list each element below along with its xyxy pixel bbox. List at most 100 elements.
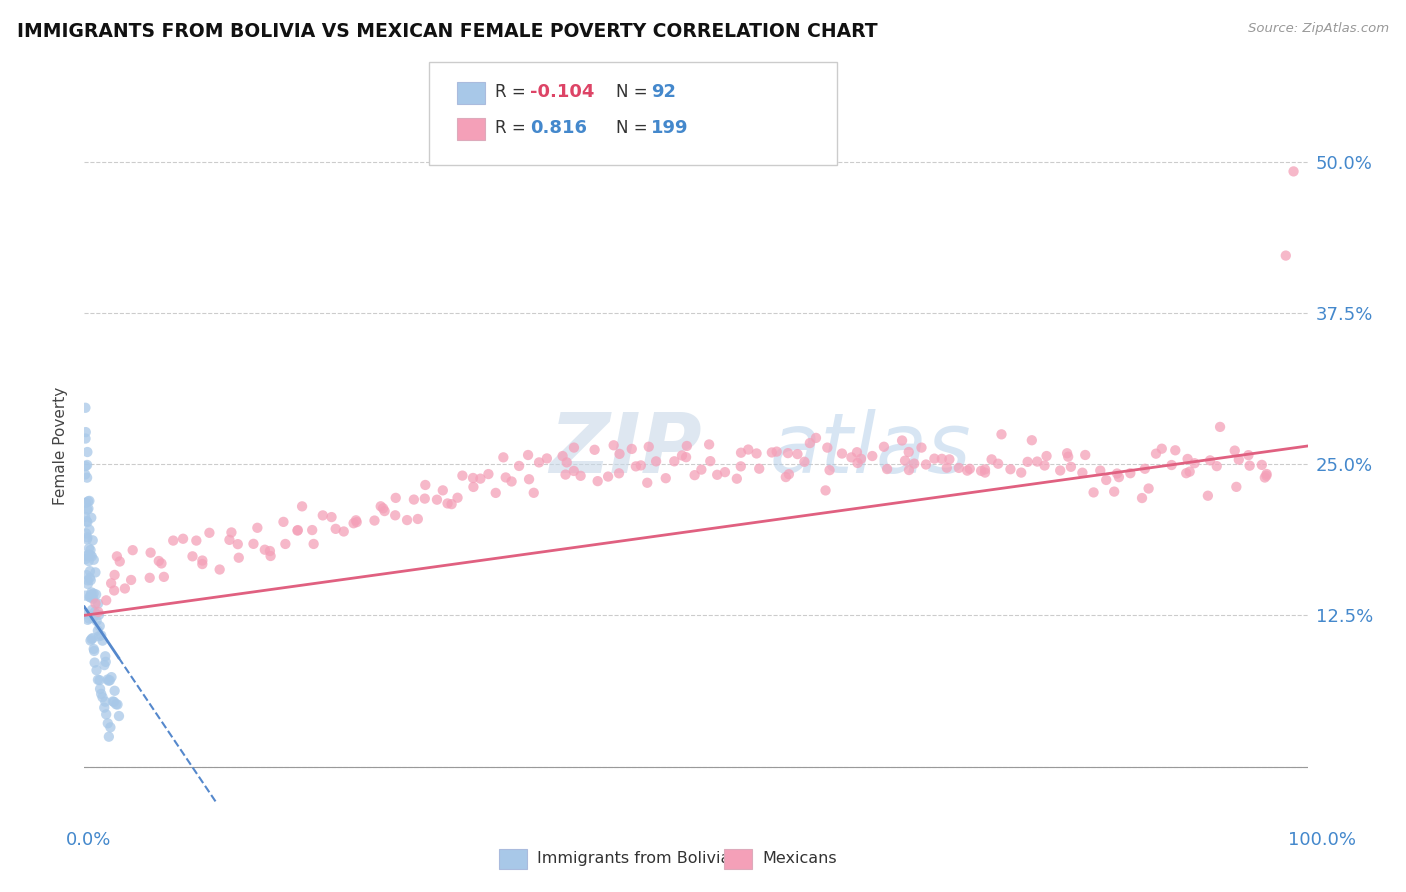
Point [1090, 464, 1112, 478]
Point [655, 471, 678, 485]
Point [1275, 249, 1298, 263]
Point [150, 557, 173, 571]
Point [396, 513, 419, 527]
Text: 92: 92 [651, 83, 676, 101]
Point [873, 440, 896, 454]
Point [101, 694, 124, 708]
Point [676, 439, 699, 453]
Point [97, 730, 120, 744]
Point [1197, 489, 1219, 503]
Point [876, 462, 898, 476]
Point [1199, 453, 1222, 467]
Point [332, 524, 354, 539]
Point [86, 663, 108, 677]
Point [891, 434, 914, 448]
Point [79, 571, 101, 585]
Point [569, 468, 592, 483]
Text: R =: R = [495, 119, 526, 136]
Point [253, 542, 276, 557]
Point [83, 656, 105, 670]
Point [1178, 465, 1201, 479]
Point [1074, 448, 1097, 462]
Point [970, 464, 993, 478]
Point [79, 633, 101, 648]
Point [1060, 459, 1083, 474]
Point [778, 467, 800, 482]
Point [87, 624, 110, 638]
Point [730, 446, 752, 460]
Point [108, 709, 131, 723]
Point [446, 491, 468, 505]
Point [79, 494, 101, 508]
Point [75, 459, 97, 474]
Point [342, 516, 364, 531]
Point [77, 501, 100, 516]
Point [86, 614, 108, 628]
Point [1254, 470, 1277, 484]
Point [1119, 467, 1142, 481]
Point [1256, 468, 1278, 483]
Point [75, 526, 97, 541]
Point [562, 441, 585, 455]
Text: atlas: atlas [769, 409, 972, 490]
Point [849, 451, 872, 466]
Point [860, 449, 883, 463]
Text: ZIP: ZIP [550, 409, 702, 490]
Point [91, 633, 114, 648]
Point [96, 593, 118, 607]
Point [87, 605, 110, 619]
Point [1102, 484, 1125, 499]
Point [75, 496, 97, 510]
Point [786, 447, 808, 461]
Point [426, 492, 449, 507]
Point [501, 475, 523, 489]
Point [1071, 466, 1094, 480]
Point [620, 442, 643, 456]
Point [162, 533, 184, 548]
Point [938, 452, 960, 467]
Point [793, 455, 815, 469]
Point [259, 544, 281, 558]
Point [77, 548, 100, 562]
Point [765, 444, 787, 458]
Point [699, 454, 721, 468]
Point [1107, 467, 1129, 481]
Point [1033, 458, 1056, 473]
Point [80, 632, 103, 646]
Point [1108, 470, 1130, 484]
Point [89, 673, 111, 688]
Point [96, 707, 118, 722]
Point [1095, 473, 1118, 487]
Point [79, 523, 101, 537]
Point [186, 533, 208, 548]
Point [1133, 462, 1156, 476]
Point [91, 690, 114, 705]
Point [93, 700, 115, 714]
Point [80, 588, 103, 602]
Point [312, 508, 335, 523]
Point [761, 445, 783, 459]
Point [79, 543, 101, 558]
Point [218, 533, 240, 547]
Point [897, 445, 920, 459]
Point [83, 605, 105, 619]
Point [76, 549, 98, 563]
Point [87, 597, 110, 611]
Point [100, 720, 122, 734]
Point [80, 510, 103, 524]
Point [84, 587, 107, 601]
Point [527, 455, 550, 469]
Point [804, 431, 827, 445]
Point [495, 470, 517, 484]
Point [226, 537, 249, 551]
Point [1282, 164, 1305, 178]
Point [706, 467, 728, 482]
Point [440, 497, 463, 511]
Point [637, 440, 659, 454]
Point [1227, 452, 1250, 467]
Point [402, 492, 425, 507]
Point [80, 585, 103, 599]
Text: Source: ZipAtlas.com: Source: ZipAtlas.com [1249, 22, 1389, 36]
Point [228, 550, 250, 565]
Point [75, 509, 97, 524]
